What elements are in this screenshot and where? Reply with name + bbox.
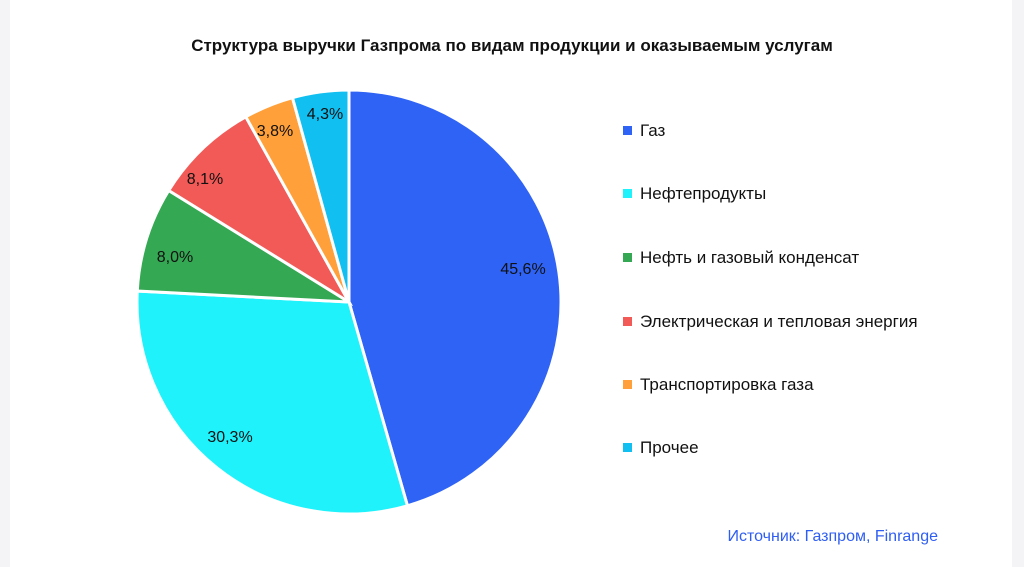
slice-value-label: 4,3% (307, 106, 343, 123)
legend-label: Газ (640, 121, 666, 140)
legend-item: Прочее (623, 436, 940, 460)
pie-slice (166, 114, 354, 307)
pie-slice (290, 88, 351, 303)
legend-swatch (623, 380, 632, 389)
slice-value-label: 30,3% (207, 429, 252, 446)
legend-swatch (623, 253, 632, 262)
pie-slice (347, 88, 563, 508)
legend-label: Нефть и газовый конденсат (640, 248, 860, 267)
slice-value-label: 3,8% (257, 123, 293, 140)
legend-item: Нефтепродукты (623, 182, 940, 206)
legend-item: Электрическая и тепловая энергия (623, 310, 940, 334)
legend-swatch (623, 317, 632, 326)
legend-label: Нефтепродукты (640, 184, 767, 203)
slice-value-label: 8,1% (187, 171, 223, 188)
legend-item: Газ (623, 119, 940, 143)
legend-swatch (623, 443, 632, 452)
legend-label: Прочее (640, 438, 699, 457)
legend-item: Нефть и газовый конденсат (623, 246, 940, 270)
slice-value-label: 45,6% (500, 261, 545, 278)
legend-label: Транспортировка газа (640, 375, 814, 394)
pie-slice (135, 289, 410, 516)
legend-label: Электрическая и тепловая энергия (640, 312, 918, 331)
chart-title: Структура выручки Газпрома по видам прод… (191, 36, 833, 55)
legend-item: Транспортировка газа (623, 373, 940, 397)
source-note: Источник: Газпром, Finrange (727, 528, 938, 545)
legend-swatch (623, 189, 632, 198)
pie-slice (135, 188, 350, 304)
slice-value-label: 8,0% (157, 249, 193, 266)
legend-swatch (623, 126, 632, 135)
